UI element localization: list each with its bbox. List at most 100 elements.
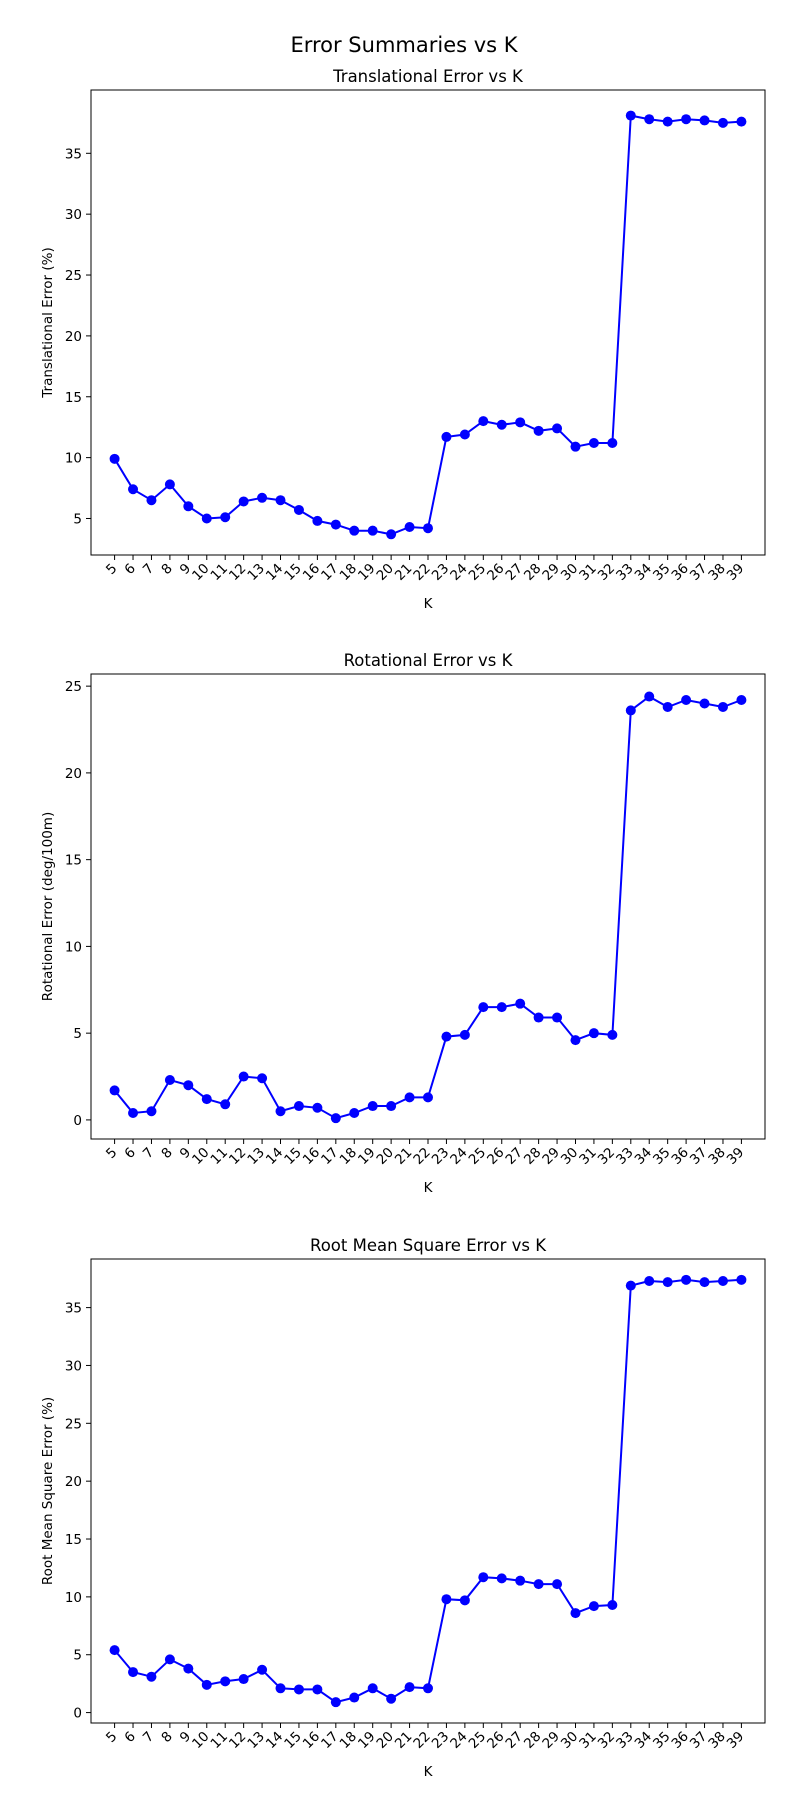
data-point xyxy=(257,492,268,503)
data-point xyxy=(533,425,544,436)
x-tick-label: 6 xyxy=(121,1729,138,1746)
data-point xyxy=(238,1674,249,1685)
data-point xyxy=(423,1683,433,1694)
y-tick-label: 30 xyxy=(65,1358,82,1374)
data-point xyxy=(128,1667,139,1678)
data-point xyxy=(699,698,710,709)
data-point xyxy=(570,1608,581,1619)
data-point xyxy=(552,1579,563,1590)
data-point xyxy=(293,504,304,515)
data-point xyxy=(164,1075,175,1086)
data-point xyxy=(570,441,581,452)
data-point xyxy=(164,479,175,490)
data-point xyxy=(459,429,470,440)
data-point xyxy=(367,525,378,536)
figure-title: Error Summaries vs K xyxy=(290,33,518,57)
y-tick-label: 35 xyxy=(65,146,82,162)
data-point xyxy=(552,1012,563,1023)
data-point xyxy=(681,695,692,706)
data-point xyxy=(496,1002,507,1013)
data-point xyxy=(238,496,249,507)
data-point xyxy=(588,1601,599,1612)
data-point xyxy=(275,495,286,506)
series-line xyxy=(113,695,742,1120)
data-point xyxy=(588,438,599,449)
data-point xyxy=(349,1107,360,1118)
data-point xyxy=(515,998,526,1009)
data-point xyxy=(625,110,636,121)
data-point xyxy=(128,484,139,495)
data-point xyxy=(459,1595,470,1606)
data-point xyxy=(423,1092,433,1103)
data-point xyxy=(349,525,360,536)
y-tick-label: 20 xyxy=(65,766,82,782)
data-point xyxy=(220,1099,231,1110)
data-point xyxy=(257,1664,268,1675)
y-tick-label: 0 xyxy=(73,1113,82,1129)
series-line xyxy=(113,114,742,536)
data-point xyxy=(275,1683,286,1694)
data-point xyxy=(699,115,710,126)
x-tick-label: 39 xyxy=(724,561,747,584)
data-point xyxy=(441,1594,452,1605)
data-point xyxy=(220,1676,231,1687)
data-point xyxy=(459,1029,470,1040)
data-point xyxy=(478,1572,489,1583)
data-point xyxy=(515,1575,526,1586)
y-tick-label: 25 xyxy=(65,679,82,695)
plot-frame xyxy=(90,673,766,1140)
y-tick-label: 0 xyxy=(73,1706,82,1722)
data-point xyxy=(607,1599,618,1610)
data-point xyxy=(349,1692,360,1703)
data-point xyxy=(312,515,323,526)
data-point xyxy=(386,529,397,540)
y-tick-label: 20 xyxy=(65,329,82,345)
y-tick-label: 30 xyxy=(65,207,82,223)
data-point xyxy=(681,1274,692,1285)
y-tick-label: 10 xyxy=(65,451,82,467)
x-tick-label: 8 xyxy=(158,1145,175,1162)
data-point xyxy=(330,519,341,530)
y-axis-label: Root Mean Square Error (%) xyxy=(40,1397,56,1585)
x-tick-label: 5 xyxy=(103,1729,120,1746)
data-point xyxy=(330,1113,341,1124)
y-tick-label: 10 xyxy=(65,1590,82,1606)
data-point xyxy=(736,1274,747,1285)
data-point xyxy=(404,522,415,533)
data-point xyxy=(367,1683,378,1694)
data-point xyxy=(109,453,120,464)
data-point xyxy=(662,1277,673,1288)
data-point xyxy=(109,1645,120,1656)
y-tick-label: 10 xyxy=(65,939,82,955)
data-point xyxy=(644,1275,655,1286)
x-tick-label: 7 xyxy=(140,561,157,578)
data-point xyxy=(625,705,636,716)
chart-3: Root Mean Square Error vs K 0 5 10 15 20 25 30 3… xyxy=(40,1236,766,1780)
data-point xyxy=(496,419,507,430)
data-point xyxy=(183,501,194,512)
data-point xyxy=(183,1080,194,1091)
data-point xyxy=(533,1579,544,1590)
y-axis-label: Rotational Error (deg/100m) xyxy=(40,812,56,1001)
data-point xyxy=(736,116,747,127)
x-tick-label: 39 xyxy=(724,1729,747,1752)
data-point xyxy=(201,1094,212,1105)
data-point xyxy=(607,438,618,449)
plot-frame xyxy=(90,89,766,556)
x-axis-label: K xyxy=(424,1180,434,1196)
data-point xyxy=(386,1101,397,1112)
data-point xyxy=(717,701,728,712)
data-point xyxy=(312,1102,323,1113)
data-point xyxy=(717,117,728,128)
x-tick-label: 7 xyxy=(140,1729,157,1746)
chart-title: Root Mean Square Error vs K xyxy=(310,1236,547,1255)
data-point xyxy=(533,1012,544,1023)
data-point xyxy=(607,1029,618,1040)
data-point xyxy=(109,1085,120,1096)
data-point xyxy=(423,523,433,534)
data-point xyxy=(625,1280,636,1291)
chart-title: Translational Error vs K xyxy=(332,67,524,86)
data-point xyxy=(330,1697,341,1708)
data-point xyxy=(404,1682,415,1693)
